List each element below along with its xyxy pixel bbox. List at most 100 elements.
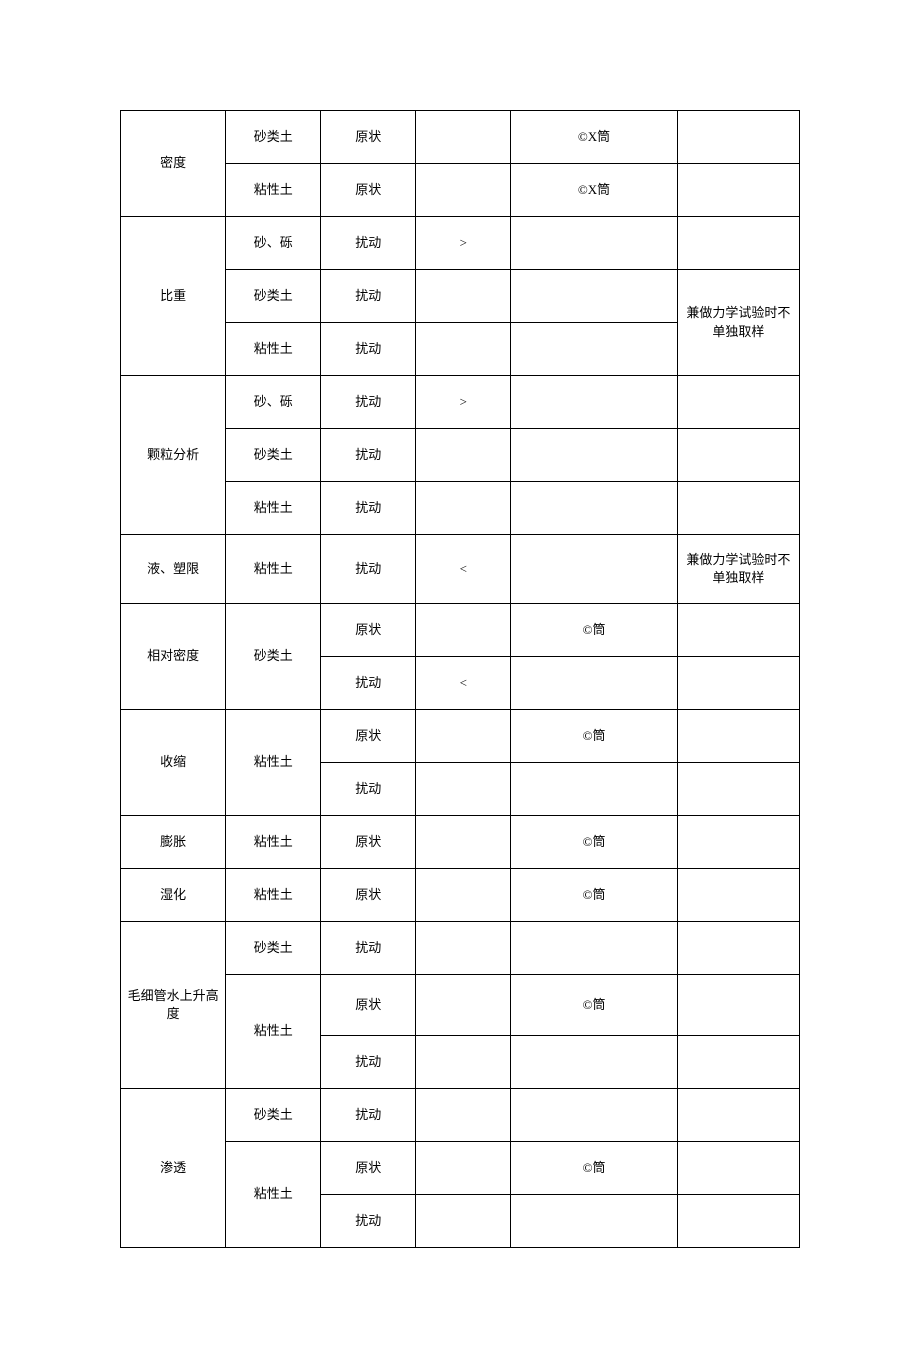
table-cell (677, 164, 799, 217)
table-cell: 原状 (321, 975, 416, 1036)
table-cell (416, 1036, 511, 1089)
table-cell: ©筒 (511, 869, 677, 922)
table-cell (677, 1142, 799, 1195)
table-cell (677, 376, 799, 429)
table-cell (677, 763, 799, 816)
table-cell (511, 1195, 677, 1248)
table-row: 密度砂类土原状©X筒 (121, 111, 800, 164)
table-cell: 液、塑限 (121, 535, 226, 604)
table-cell: ©筒 (511, 975, 677, 1036)
table-cell: 扰动 (321, 1036, 416, 1089)
table-cell: 原状 (321, 710, 416, 763)
table-cell (511, 763, 677, 816)
table-row: 颗粒分析砂、砾扰动> (121, 376, 800, 429)
table-cell (677, 657, 799, 710)
table-cell: > (416, 376, 511, 429)
table-cell (511, 922, 677, 975)
table-cell (416, 1089, 511, 1142)
table-cell (511, 1089, 677, 1142)
table-cell (677, 1089, 799, 1142)
table-cell: 砂类土 (226, 270, 321, 323)
table-cell (416, 816, 511, 869)
table-cell: 颗粒分析 (121, 376, 226, 535)
table-cell: 粘性土 (226, 164, 321, 217)
table-cell (416, 323, 511, 376)
table-cell (677, 710, 799, 763)
table-row: 渗透砂类土扰动 (121, 1089, 800, 1142)
table-cell: 砂类土 (226, 429, 321, 482)
table-cell: 粘性土 (226, 323, 321, 376)
table-cell: 砂类土 (226, 922, 321, 975)
table-row: 收缩粘性土原状©筒 (121, 710, 800, 763)
table-cell: > (416, 217, 511, 270)
table-cell (416, 763, 511, 816)
table-cell: 密度 (121, 111, 226, 217)
table-cell (677, 975, 799, 1036)
table-row: 膨胀粘性土原状 ©筒 (121, 816, 800, 869)
table-cell: 渗透 (121, 1089, 226, 1248)
table-cell: 扰动 (321, 482, 416, 535)
table-row: 相对密度砂类土原状©筒 (121, 604, 800, 657)
table-cell: ©筒 (511, 710, 677, 763)
table-cell (677, 869, 799, 922)
table-row: 液、塑限粘性土扰动<兼做力学试验时不单独取样 (121, 535, 800, 604)
table-cell: ©筒 (511, 1142, 677, 1195)
table-cell: 扰动 (321, 323, 416, 376)
table-cell: 粘性土 (226, 816, 321, 869)
soil-test-table: 密度砂类土原状©X筒粘性土原状©X筒比重砂、砾扰动>砂类土扰动兼做力学试验时不单… (120, 110, 800, 1248)
table-cell (677, 429, 799, 482)
table-cell (677, 816, 799, 869)
table-cell (511, 429, 677, 482)
table-cell (511, 482, 677, 535)
table-cell: 扰动 (321, 376, 416, 429)
table-cell (677, 1036, 799, 1089)
table-cell (416, 164, 511, 217)
table-cell: 粘性土 (226, 1142, 321, 1248)
table-cell (416, 111, 511, 164)
table-cell (677, 604, 799, 657)
table-cell: < (416, 657, 511, 710)
table-cell (511, 535, 677, 604)
table-body: 密度砂类土原状©X筒粘性土原状©X筒比重砂、砾扰动>砂类土扰动兼做力学试验时不单… (121, 111, 800, 1248)
table-cell (677, 482, 799, 535)
table-cell (416, 429, 511, 482)
table-cell: 毛细管水上升高度 (121, 922, 226, 1089)
table-cell (511, 376, 677, 429)
table-cell: 砂、砾 (226, 217, 321, 270)
table-cell (511, 270, 677, 323)
table-cell: 扰动 (321, 217, 416, 270)
table-cell (416, 922, 511, 975)
table-cell: 粘性土 (226, 535, 321, 604)
table-cell (511, 323, 677, 376)
table-cell: 砂、砾 (226, 376, 321, 429)
table-cell: 砂类土 (226, 604, 321, 710)
table-cell: 砂类土 (226, 111, 321, 164)
table-cell: 粘性土 (226, 869, 321, 922)
table-cell: 原状 (321, 1142, 416, 1195)
table-cell (416, 1142, 511, 1195)
table-cell: 扰动 (321, 429, 416, 482)
table-cell (416, 270, 511, 323)
table-cell: 扰动 (321, 657, 416, 710)
table-cell (511, 217, 677, 270)
table-cell: 砂类土 (226, 1089, 321, 1142)
table-cell: ©筒 (511, 604, 677, 657)
table-cell: 原状 (321, 111, 416, 164)
table-cell (416, 869, 511, 922)
table-cell: 扰动 (321, 270, 416, 323)
table-cell (416, 604, 511, 657)
table-cell: ©X筒 (511, 111, 677, 164)
table-cell (416, 1195, 511, 1248)
table-cell: 粘性土 (226, 975, 321, 1089)
table-cell: ©筒 (511, 816, 677, 869)
table-cell: ©X筒 (511, 164, 677, 217)
table-cell: 原状 (321, 816, 416, 869)
table-cell (677, 217, 799, 270)
table-cell: 粘性土 (226, 710, 321, 816)
table-cell: 收缩 (121, 710, 226, 816)
table-cell (511, 657, 677, 710)
table-cell: 膨胀 (121, 816, 226, 869)
table-cell: 湿化 (121, 869, 226, 922)
table-cell (677, 111, 799, 164)
table-cell (677, 922, 799, 975)
